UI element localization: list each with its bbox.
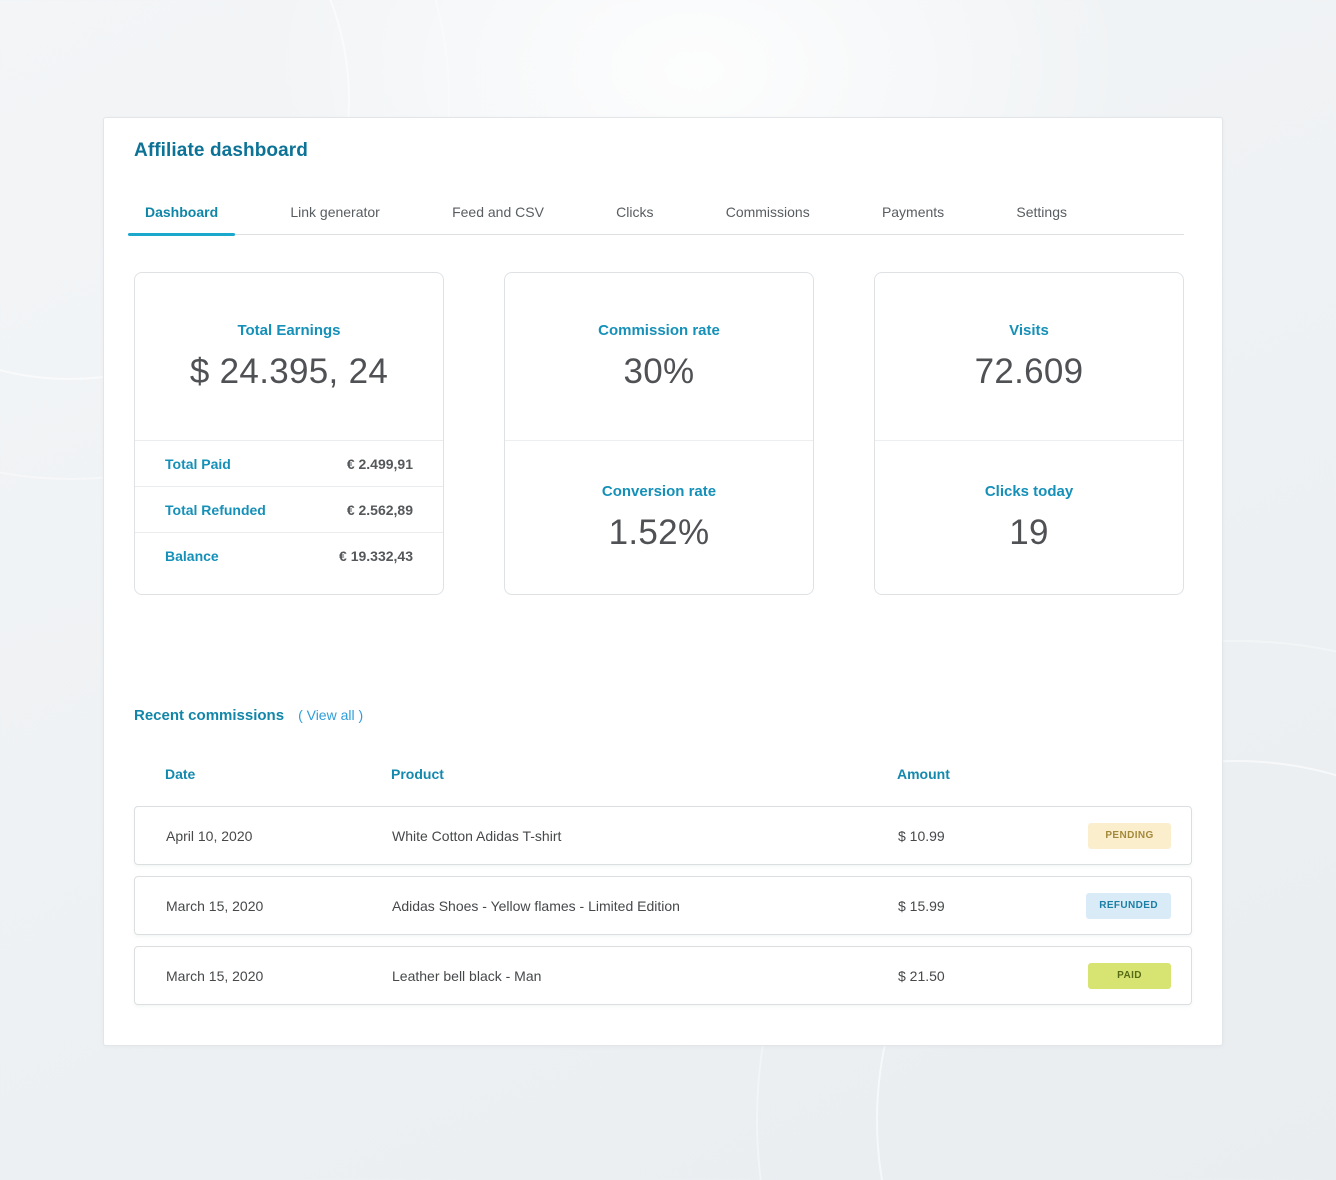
conversion-rate-section: Conversion rate 1.52%: [505, 440, 813, 594]
visits-value: 72.609: [974, 351, 1084, 391]
rates-card: Commission rate 30% Conversion rate 1.52…: [504, 272, 814, 595]
commission-rate-label: Commission rate: [598, 321, 720, 339]
total-paid-row: Total Paid € 2.499,91: [135, 440, 443, 486]
tab-link-generator[interactable]: Link generator: [273, 196, 397, 234]
row-product: Leather bell black - Man: [392, 967, 542, 984]
affiliate-dashboard-panel: Affiliate dashboard Dashboard Link gener…: [103, 117, 1223, 1046]
recent-commissions-title: Recent commissions: [134, 707, 285, 724]
tab-feed-and-csv[interactable]: Feed and CSV: [435, 196, 561, 234]
status-badge-pending: PENDING: [1088, 822, 1171, 849]
total-refunded-label: Total Refunded: [165, 501, 266, 518]
table-row[interactable]: March 15, 2020 Adidas Shoes - Yellow fla…: [134, 876, 1192, 935]
total-paid-value: € 2.499,91: [346, 455, 413, 472]
clicks-today-value: 19: [1009, 512, 1049, 552]
total-paid-label: Total Paid: [165, 455, 231, 472]
balance-value: € 19.332,43: [339, 547, 413, 564]
tab-dashboard[interactable]: Dashboard: [128, 196, 236, 236]
conversion-rate-value: 1.52%: [608, 512, 710, 552]
balance-label: Balance: [165, 547, 219, 564]
balance-row: Balance € 19.332,43: [135, 532, 443, 578]
tab-bar: Dashboard Link generator Feed and CSV Cl…: [128, 196, 1184, 236]
commissions-table-rows: April 10, 2020 White Cotton Adidas T-shi…: [134, 806, 1192, 1005]
tab-settings[interactable]: Settings: [999, 196, 1084, 234]
row-amount: $ 15.99: [898, 897, 945, 914]
column-header-amount: Amount: [897, 766, 950, 782]
table-row[interactable]: March 15, 2020 Leather bell black - Man …: [134, 946, 1192, 1005]
view-all-link[interactable]: ( View all ): [298, 707, 364, 723]
status-badge-paid: PAID: [1088, 962, 1171, 989]
row-date: April 10, 2020: [166, 827, 253, 844]
column-header-product: Product: [391, 766, 444, 782]
commissions-table-header: Date Product Amount: [134, 766, 1192, 782]
row-date: March 15, 2020: [166, 897, 264, 914]
clicks-today-section: Clicks today 19: [875, 440, 1183, 594]
page-title: Affiliate dashboard: [134, 140, 308, 161]
visits-label: Visits: [1009, 321, 1049, 339]
row-amount: $ 21.50: [898, 967, 945, 984]
tab-commissions[interactable]: Commissions: [709, 196, 827, 234]
total-earnings-section: Total Earnings $ 24.395, 24: [135, 273, 443, 440]
conversion-rate-label: Conversion rate: [601, 482, 717, 500]
recent-commissions-header: Recent commissions ( View all ): [134, 707, 1192, 724]
earnings-card: Total Earnings $ 24.395, 24 Total Paid €…: [134, 272, 444, 595]
total-earnings-label: Total Earnings: [237, 321, 341, 339]
total-refunded-row: Total Refunded € 2.562,89: [135, 486, 443, 532]
total-refunded-value: € 2.562,89: [346, 501, 413, 518]
row-product: White Cotton Adidas T-shirt: [392, 827, 562, 844]
traffic-card: Visits 72.609 Clicks today 19: [874, 272, 1184, 595]
row-amount: $ 10.99: [898, 827, 945, 844]
stats-cards-row: Total Earnings $ 24.395, 24 Total Paid €…: [134, 272, 1184, 595]
total-earnings-value: $ 24.395, 24: [189, 351, 389, 391]
commission-rate-value: 30%: [623, 351, 695, 391]
table-row[interactable]: April 10, 2020 White Cotton Adidas T-shi…: [134, 806, 1192, 865]
status-badge-refunded: REFUNDED: [1086, 892, 1171, 919]
clicks-today-label: Clicks today: [984, 482, 1074, 500]
visits-section: Visits 72.609: [875, 273, 1183, 440]
row-date: March 15, 2020: [166, 967, 264, 984]
tab-payments[interactable]: Payments: [865, 196, 961, 234]
column-header-date: Date: [165, 766, 196, 782]
tab-clicks[interactable]: Clicks: [599, 196, 670, 234]
row-product: Adidas Shoes - Yellow flames - Limited E…: [392, 897, 680, 914]
commission-rate-section: Commission rate 30%: [505, 273, 813, 440]
